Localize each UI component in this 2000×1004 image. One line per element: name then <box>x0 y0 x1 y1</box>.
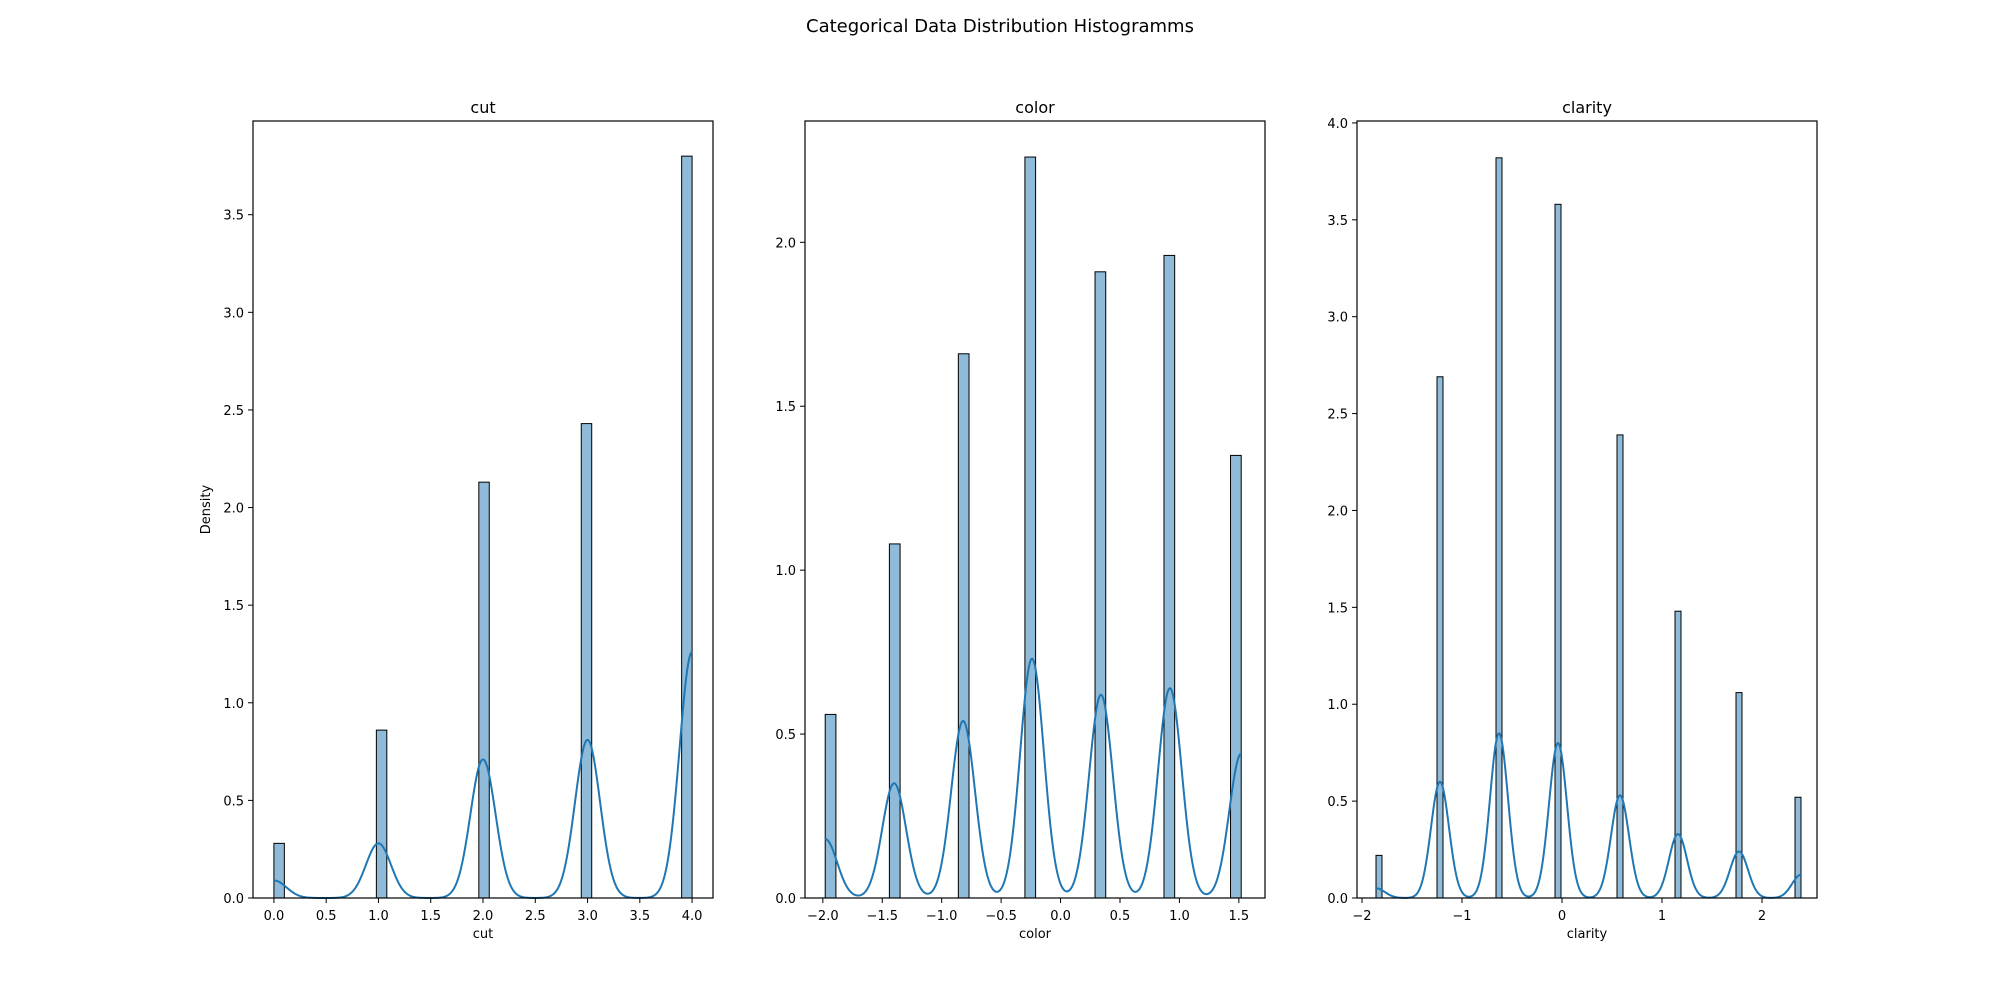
histogram-panel-color: −2.0 −1.5 −1.0 −0.5 0.0 0.5 1.0 1.5 0.0 0.5 1.0 1.5… <box>775 98 1266 942</box>
histogram-bar <box>888 543 901 899</box>
histogram-panel-clarity: −2 −1 0 1 2 0.0 0.5 1.0 1.5 2.0 2.5 3.0 3.5 4.0 clarit… <box>1327 98 1818 942</box>
kde-curve <box>273 651 693 899</box>
histogram-bar <box>580 423 593 899</box>
y-tick-label: 0.0 <box>775 892 796 907</box>
y-tick-label: 1.5 <box>223 599 244 614</box>
x-tick-label: 2.0 <box>473 909 494 924</box>
histogram-bar <box>1495 157 1503 899</box>
x-axis-label: clarity <box>1567 927 1608 942</box>
y-tick-label: 2.5 <box>223 404 244 419</box>
y-tick-label: 2.0 <box>1327 504 1348 519</box>
x-tick-label: 1.5 <box>1229 909 1250 924</box>
x-tick-label: 1.0 <box>368 909 389 924</box>
y-tick-label: 3.0 <box>223 306 244 321</box>
y-tick-label: 0.5 <box>775 728 796 743</box>
histogram-bar <box>273 842 285 899</box>
x-tick-label: 0.5 <box>1110 909 1131 924</box>
x-tick-label: 3.5 <box>629 909 650 924</box>
y-tick-label: 0.0 <box>223 892 244 907</box>
x-tick-label: 0.5 <box>316 909 337 924</box>
x-tick-label: 0.0 <box>1050 909 1071 924</box>
axes-frame <box>804 120 1266 899</box>
y-tick-label: 3.5 <box>1327 214 1348 229</box>
axes-frame <box>1356 120 1818 899</box>
x-tick-label: 1 <box>1658 909 1666 924</box>
y-tick-label: 4.0 <box>1327 117 1348 132</box>
histogram-bar <box>1230 454 1242 899</box>
histogram-bar <box>1094 271 1107 899</box>
y-tick-label: 1.0 <box>775 564 796 579</box>
x-tick-label: −1.0 <box>926 909 958 924</box>
histogram-bar <box>478 481 490 899</box>
x-tick-label: 0.0 <box>264 909 285 924</box>
axes-title: cut <box>470 98 495 117</box>
x-axis-label: color <box>1019 927 1052 942</box>
x-tick-label: 1.0 <box>1169 909 1190 924</box>
figure-title: Categorical Data Distribution Histogramm… <box>806 16 1194 37</box>
axes-title: clarity <box>1562 98 1612 117</box>
x-tick-label: −2 <box>1352 909 1371 924</box>
x-tick-label: −2.0 <box>807 909 839 924</box>
histogram-bar <box>375 729 388 899</box>
y-tick-label: 3.0 <box>1327 311 1348 326</box>
histogram-bar <box>824 713 837 899</box>
histogram-bar <box>1024 156 1037 899</box>
x-tick-label: −0.5 <box>985 909 1017 924</box>
kde-curve <box>825 657 1242 897</box>
kde-curve <box>1375 732 1802 899</box>
histogram-bar <box>1554 203 1562 899</box>
x-tick-label: 2.5 <box>525 909 546 924</box>
histogram-bar <box>1735 692 1743 899</box>
y-tick-label: 0.0 <box>1327 892 1348 907</box>
y-tick-label: 1.0 <box>1327 698 1348 713</box>
histogram-bar <box>681 155 693 899</box>
x-axis-label: cut <box>473 927 493 942</box>
x-tick-label: 1.5 <box>420 909 441 924</box>
x-tick-label: −1.5 <box>866 909 898 924</box>
histogram-bar <box>1794 796 1802 899</box>
y-tick-label: 0.5 <box>1327 795 1348 810</box>
y-tick-label: 1.5 <box>775 400 796 415</box>
histogram-panel-cut: 0.0 0.5 1.0 1.5 2.0 2.5 3.0 3.5 4.0 0.0 0.5 1.0 1.5 2… <box>199 98 714 942</box>
y-tick-label: 2.0 <box>775 236 796 251</box>
x-tick-label: 4.0 <box>682 909 703 924</box>
histogram-bar <box>1436 376 1444 899</box>
histogram-bar <box>1616 434 1624 899</box>
y-tick-label: 3.5 <box>223 209 244 224</box>
histogram-bar <box>1674 610 1682 899</box>
y-tick-label: 1.0 <box>223 697 244 712</box>
histogram-bar <box>1375 854 1383 899</box>
y-tick-label: 2.0 <box>223 502 244 517</box>
y-tick-label: 1.5 <box>1327 601 1348 616</box>
x-tick-label: 2 <box>1758 909 1766 924</box>
y-tick-label: 2.5 <box>1327 408 1348 423</box>
histogram-bar <box>1163 254 1176 899</box>
x-tick-label: 0 <box>1558 909 1566 924</box>
y-tick-label: 0.5 <box>223 794 244 809</box>
histogram-bar <box>957 353 970 899</box>
y-axis-label: Density <box>199 484 214 534</box>
x-tick-label: −1 <box>1452 909 1471 924</box>
x-tick-label: 3.0 <box>577 909 598 924</box>
axes-title: color <box>1015 98 1055 117</box>
